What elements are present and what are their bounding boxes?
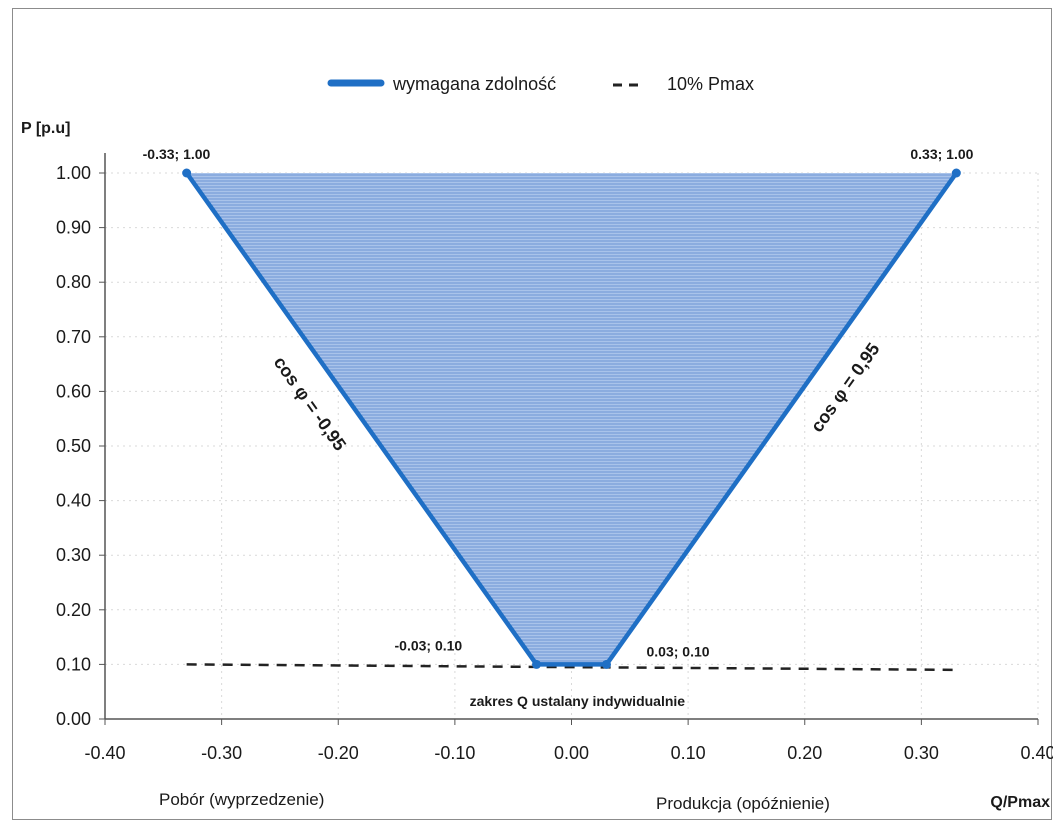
y-axis-title: P [p.u]	[21, 120, 70, 137]
y-tick-label: 0.30	[56, 545, 91, 565]
x-tick-label: 0.40	[1020, 743, 1053, 763]
capability-point	[182, 168, 192, 178]
y-tick-label: 0.20	[56, 600, 91, 620]
y-tick-label: 0.40	[56, 491, 91, 511]
legend-label-capability: wymagana zdolność	[392, 74, 556, 94]
x-tick-label: 0.20	[787, 743, 822, 763]
y-tick-label: 1.00	[56, 163, 91, 183]
x-right-note: Produkcja (opóźnienie)	[656, 794, 830, 813]
q-range-note: zakres Q ustalany indywidualnie	[470, 693, 686, 709]
point-label: -0.03; 0.10	[395, 637, 463, 653]
x-tick-label: -0.10	[434, 743, 475, 763]
point-label: 0.33; 1.00	[910, 146, 973, 162]
x-tick-label: 0.10	[671, 743, 706, 763]
x-tick-label: 0.30	[904, 743, 939, 763]
capability-point	[951, 168, 961, 178]
capability-point	[532, 659, 542, 669]
x-tick-label: -0.40	[84, 743, 125, 763]
y-tick-label: 0.70	[56, 327, 91, 347]
x-tick-label: -0.20	[318, 743, 359, 763]
x-tick-label: -0.30	[201, 743, 242, 763]
y-tick-label: 0.10	[56, 654, 91, 674]
right-slope-line	[604, 170, 959, 667]
pq-capability-chart: -0.40 -0.30 -0.20 -0.10 0.00 0.10 0.20 0.30 0.40…	[21, 74, 1053, 813]
y-tick-label: 0.00	[56, 709, 91, 729]
y-tick-label: 0.90	[56, 218, 91, 238]
x-left-note: Pobór (wyprzedzenie)	[159, 790, 324, 809]
capability-area-fill	[186, 173, 957, 665]
x-axis-title: Q/Pmax	[990, 794, 1050, 811]
left-slope-line	[184, 170, 539, 667]
x-tick-label: 0.00	[554, 743, 589, 763]
chart-frame: -0.40 -0.30 -0.20 -0.10 0.00 0.10 0.20 0.30 0.40…	[12, 8, 1053, 820]
point-label: 0.03; 0.10	[646, 643, 709, 659]
y-tick-label: 0.80	[56, 272, 91, 292]
y-tick-label: 0.60	[56, 381, 91, 401]
pmax-10-percent-line	[186, 663, 957, 672]
legend-label-pmax: 10% Pmax	[667, 74, 754, 94]
y-tick-label: 0.50	[56, 436, 91, 456]
capability-point	[601, 659, 611, 669]
point-label: -0.33; 1.00	[143, 146, 211, 162]
